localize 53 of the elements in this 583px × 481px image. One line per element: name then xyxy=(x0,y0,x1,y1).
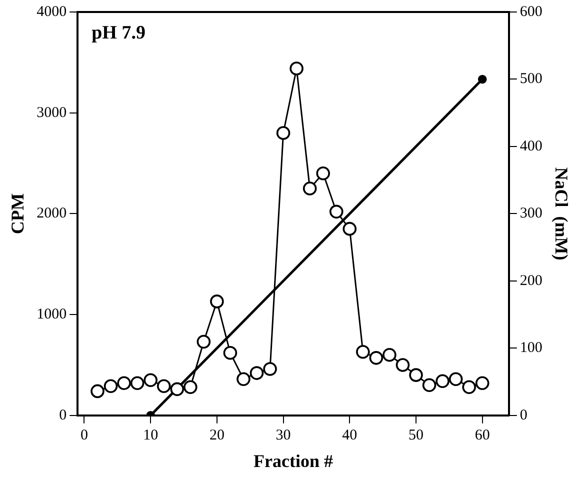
y-axis-title: CPM xyxy=(7,193,28,234)
point xyxy=(396,358,410,372)
x-tick-label: 20 xyxy=(209,427,224,444)
point xyxy=(436,374,450,388)
point xyxy=(422,378,436,392)
point xyxy=(117,376,131,390)
point xyxy=(210,294,224,308)
point xyxy=(90,384,104,398)
x-tick-label: 60 xyxy=(474,427,490,444)
point xyxy=(382,348,396,362)
point xyxy=(409,368,423,382)
y-tick-label: 0 xyxy=(59,407,67,424)
y-tick-label: 3000 xyxy=(36,104,67,121)
point xyxy=(170,382,184,396)
point xyxy=(462,380,476,394)
y2-tick-label: 500 xyxy=(520,71,542,88)
point xyxy=(302,182,317,196)
y-tick-label: 4000 xyxy=(36,4,67,20)
point xyxy=(276,126,290,140)
x-tick-label: 50 xyxy=(408,427,424,444)
point xyxy=(223,346,238,360)
point xyxy=(250,366,264,380)
y2-tick-label: 0 xyxy=(520,407,528,424)
x-tick-label: 10 xyxy=(143,427,158,444)
x-axis-title: Fraction # xyxy=(254,450,333,471)
y2-tick-label: 600 xyxy=(520,4,542,20)
point xyxy=(236,372,250,386)
y2-tick-label: 100 xyxy=(520,340,542,356)
text: pH 7.9 xyxy=(92,22,146,44)
x-tick-label: 30 xyxy=(276,427,291,444)
point xyxy=(316,166,330,180)
point xyxy=(196,334,211,349)
point xyxy=(369,351,384,365)
point xyxy=(104,379,118,394)
point xyxy=(144,373,158,388)
point xyxy=(184,380,198,394)
point xyxy=(329,204,344,219)
point xyxy=(448,372,463,386)
y2-tick-label: 200 xyxy=(520,272,542,289)
point xyxy=(356,344,370,359)
y-tick-label: 2000 xyxy=(36,206,67,222)
y2-axis-title: NaCl (mM) xyxy=(552,167,572,260)
y2-tick-label: 300 xyxy=(520,206,542,222)
x-tick-label: 0 xyxy=(80,427,88,444)
point xyxy=(475,376,490,390)
y2-tick-label: 400 xyxy=(520,138,542,154)
point xyxy=(342,222,357,236)
point xyxy=(263,362,277,376)
point xyxy=(130,376,144,390)
point xyxy=(290,62,304,76)
x-tick-label: 40 xyxy=(342,427,358,444)
point xyxy=(156,379,171,394)
y-tick-label: 1000 xyxy=(36,306,67,322)
